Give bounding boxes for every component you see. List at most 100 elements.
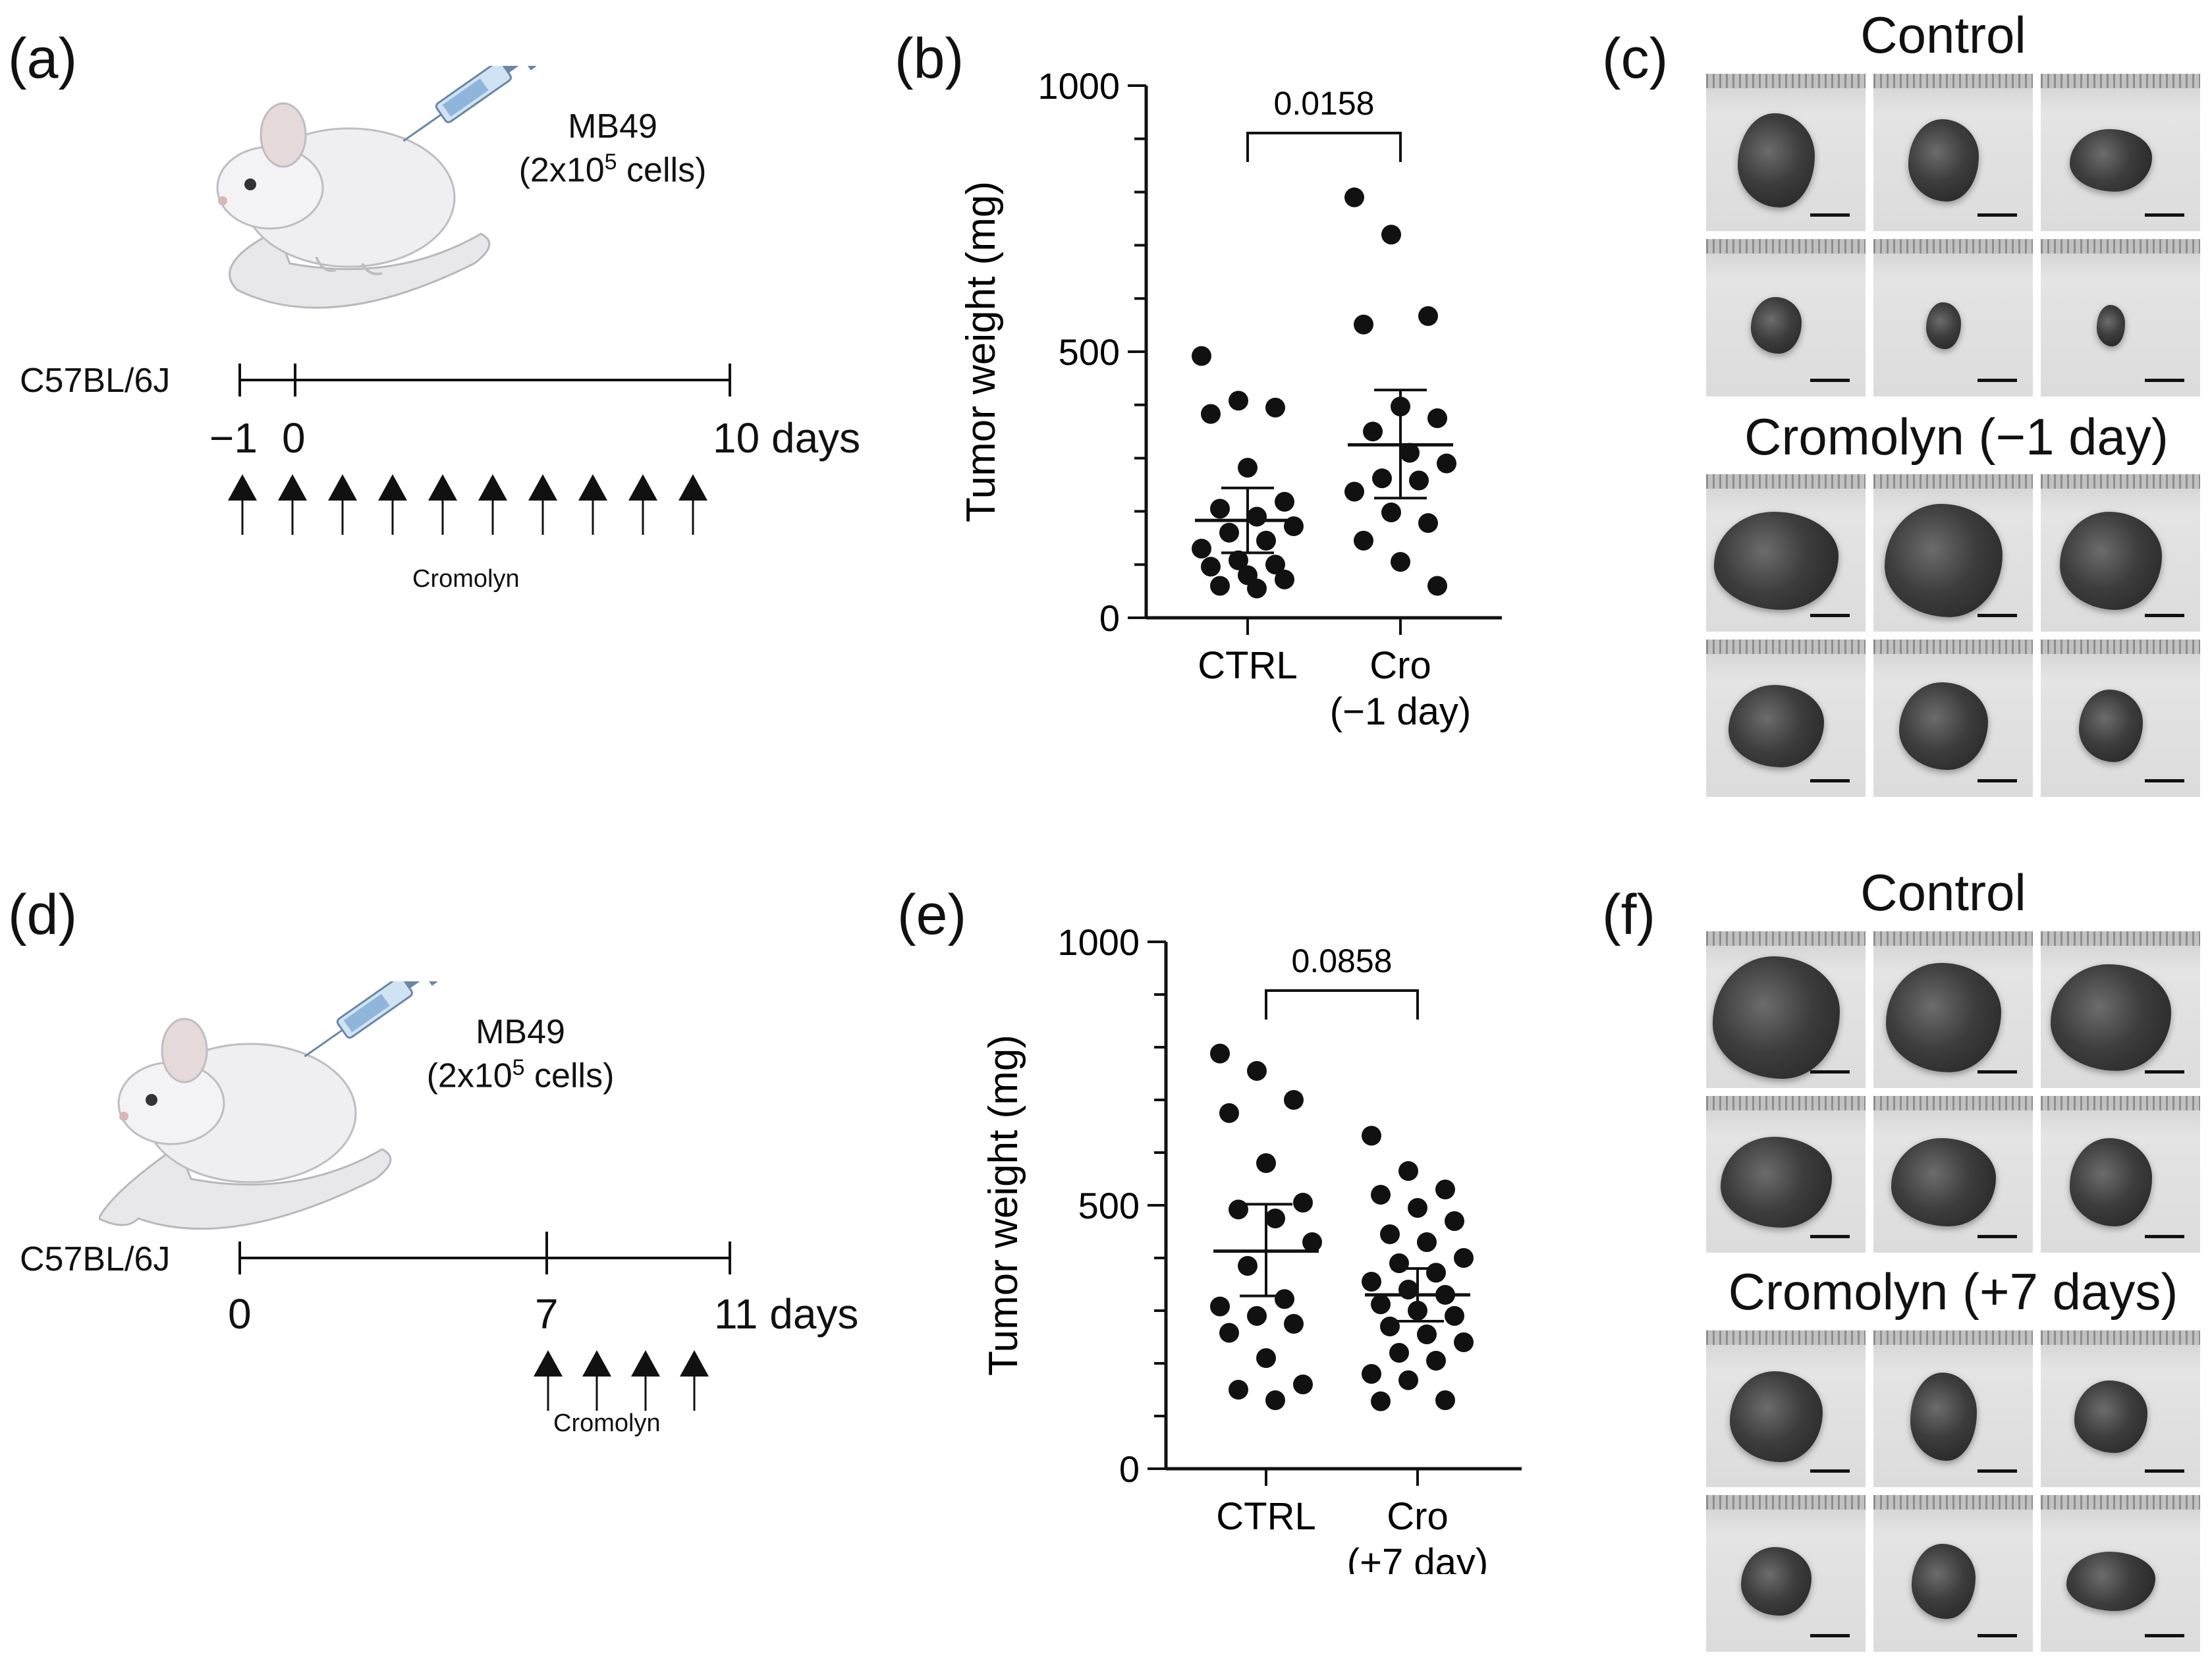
photo-title-c-control: Control (1860, 6, 2026, 64)
tumor-photo (2041, 931, 2200, 1088)
dosing-arrow-icon (628, 474, 657, 535)
data-point (1284, 1090, 1304, 1110)
drug-label-d: Cromolyn (553, 1409, 661, 1437)
panel-label-e: (e) (897, 883, 967, 946)
data-point (1293, 1375, 1313, 1394)
x-tick-label: CTRL (1216, 1495, 1315, 1538)
ruler-strip (2041, 640, 2200, 654)
y-tick-label: 500 (1059, 331, 1120, 373)
tick-neg1-a: −1 (209, 414, 258, 462)
data-point (1362, 1126, 1381, 1146)
photo-grid-f-cromolyn (1706, 1330, 2200, 1652)
scale-bar (1810, 1469, 1850, 1473)
data-point (1229, 550, 1248, 570)
dosing-arrow-icon (678, 474, 707, 535)
scale-bar (1977, 779, 2017, 782)
tumor-photo (1873, 1330, 2033, 1487)
scale-bar (2145, 1469, 2184, 1473)
data-point (1247, 578, 1267, 599)
mouse-icon (99, 1018, 392, 1230)
tumor-photo (1706, 474, 1866, 632)
tumor-specimen (1730, 1371, 1823, 1462)
dosing-arrow-icon (278, 474, 307, 535)
data-point (1247, 1061, 1267, 1081)
tumor-specimen (1910, 1373, 1977, 1461)
ruler-strip (2041, 474, 2200, 489)
tumor-photo (1873, 474, 2033, 632)
dosing-arrow-icon (680, 1350, 709, 1411)
tumor-photo (1873, 1096, 2033, 1253)
y-tick-label: 500 (1078, 1185, 1140, 1226)
tumor-specimen (1712, 956, 1840, 1079)
x-tick-label: (+7 day) (1347, 1541, 1488, 1574)
data-point (1229, 1199, 1248, 1220)
data-point (1362, 1364, 1381, 1384)
scale-bar (1810, 1634, 1850, 1637)
data-point (1192, 538, 1211, 559)
data-point (1427, 408, 1447, 428)
ruler-strip (1706, 931, 1866, 946)
data-point (1418, 513, 1438, 533)
cell-line-name-d: MB49 (476, 1013, 565, 1051)
data-point (1256, 1348, 1276, 1368)
data-point (1381, 225, 1401, 245)
data-point (1354, 530, 1373, 551)
photo-title-f-cromolyn: Cromolyn (+7 days) (1728, 1263, 2178, 1321)
mb49-label-a: MB49 (2x105 cells) (514, 105, 711, 192)
tumor-specimen (1720, 1136, 1833, 1228)
tumor-specimen (1741, 1546, 1811, 1616)
data-point (1256, 1153, 1276, 1173)
data-point (1265, 555, 1285, 575)
ruler-strip (1706, 239, 1866, 254)
tumor-specimen (2066, 1551, 2156, 1612)
data-point (1275, 491, 1294, 512)
data-point (1256, 530, 1276, 551)
significance-bracket (1265, 989, 1419, 1020)
data-point (1454, 1248, 1474, 1268)
scale-bar (2145, 1235, 2184, 1238)
x-tick-label: Cro (1387, 1495, 1448, 1538)
data-point (1201, 404, 1221, 424)
data-point (1391, 552, 1410, 572)
ruler-strip (1706, 640, 1866, 654)
ruler-strip (1873, 931, 2033, 946)
dosing-arrow-icon (228, 474, 257, 535)
ruler-strip (1873, 1330, 2033, 1345)
tumor-specimen (2060, 512, 2162, 610)
panel-label-d: (d) (8, 883, 78, 946)
y-tick-label: 1000 (1057, 921, 1140, 963)
scale-bar (1810, 379, 1850, 382)
tumor-specimen (2079, 690, 2143, 763)
data-point (1210, 1296, 1230, 1317)
scale-bar (2145, 1070, 2184, 1074)
data-point (1372, 468, 1392, 489)
scale-bar (1810, 614, 1850, 617)
data-point (1229, 1380, 1248, 1400)
scale-bar (1810, 1070, 1850, 1074)
dosing-arrow-icon (378, 474, 407, 535)
tick-0-d: 0 (228, 1290, 252, 1338)
cell-count-d: (2x105 cells) (426, 1055, 615, 1095)
data-point (1201, 557, 1221, 577)
y-axis-label: Tumor weight (mg) (981, 1035, 1026, 1376)
ruler-strip (1873, 74, 2033, 88)
scale-bar (1977, 1070, 2017, 1074)
scale-bar (1977, 1235, 2017, 1238)
tumor-photo (2041, 1096, 2200, 1253)
data-point (1275, 569, 1294, 589)
tumor-photo (2041, 74, 2200, 231)
tumor-specimen (1750, 297, 1802, 354)
tumor-photo (2041, 1495, 2200, 1652)
scale-bar (2145, 614, 2184, 617)
cell-count-a: (2x105 cells) (518, 150, 707, 190)
data-point (1398, 1370, 1418, 1390)
panel-label-a: (a) (8, 27, 78, 90)
data-point (1398, 1161, 1418, 1181)
tumor-specimen (1884, 504, 2003, 618)
tumor-photo (1706, 1096, 1866, 1253)
data-point (1354, 314, 1373, 335)
ruler-strip (1873, 640, 2033, 654)
data-point (1445, 1306, 1464, 1326)
tumor-specimen (1891, 1138, 1997, 1226)
ruler-strip (2041, 931, 2200, 946)
